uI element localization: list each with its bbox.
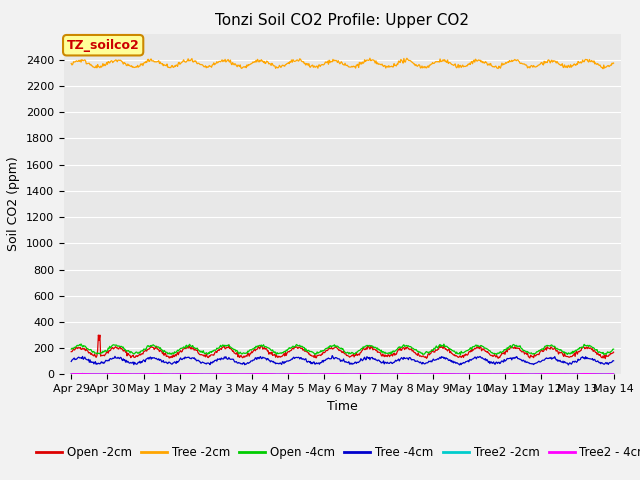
Y-axis label: Soil CO2 (ppm): Soil CO2 (ppm) (8, 156, 20, 252)
Title: Tonzi Soil CO2 Profile: Upper CO2: Tonzi Soil CO2 Profile: Upper CO2 (216, 13, 469, 28)
Legend: Open -2cm, Tree -2cm, Open -4cm, Tree -4cm, Tree2 -2cm, Tree2 - 4cm: Open -2cm, Tree -2cm, Open -4cm, Tree -4… (31, 442, 640, 464)
Text: TZ_soilco2: TZ_soilco2 (67, 39, 140, 52)
X-axis label: Time: Time (327, 400, 358, 413)
